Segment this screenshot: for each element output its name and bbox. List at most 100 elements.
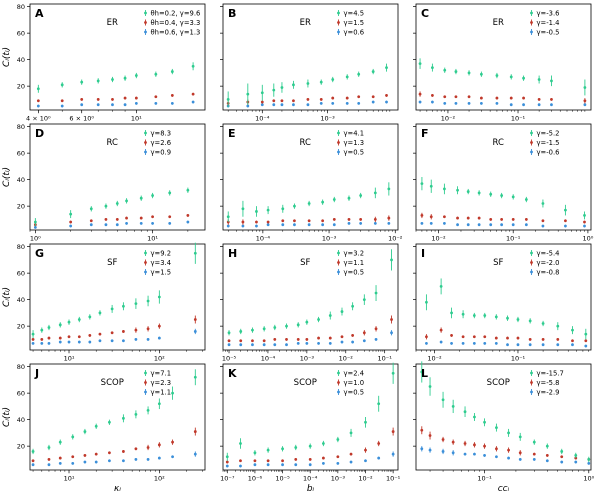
data-point	[583, 220, 586, 224]
y-tick-label: 80	[17, 123, 25, 131]
data-point	[511, 218, 515, 221]
data-point	[374, 327, 378, 331]
data-point	[359, 218, 363, 221]
data-point	[94, 460, 98, 464]
data-point	[556, 338, 560, 341]
data-point	[123, 96, 127, 100]
data-point	[556, 343, 560, 347]
network-label: ER	[493, 18, 504, 28]
data-point	[357, 101, 361, 105]
x-axis-label: ccᵢ	[498, 484, 510, 494]
data-point	[331, 78, 335, 81]
data-point	[134, 412, 138, 416]
data-point	[47, 446, 51, 449]
data-point	[541, 202, 545, 205]
data-point	[331, 101, 335, 105]
data-point	[36, 87, 40, 91]
data-point	[151, 215, 154, 219]
x-tick-label: 10⁰	[30, 235, 41, 243]
data-point	[500, 194, 504, 197]
data-point	[98, 311, 102, 315]
data-point	[574, 454, 578, 457]
data-point	[273, 338, 277, 341]
data-point	[364, 448, 367, 452]
x-tick-label: 10¹	[64, 355, 75, 363]
data-point	[115, 202, 119, 205]
data-point	[193, 375, 197, 379]
data-point	[146, 446, 150, 449]
data-point	[454, 101, 458, 105]
data-point	[483, 454, 486, 457]
data-point	[71, 455, 75, 459]
data-point	[431, 94, 434, 97]
data-point	[377, 402, 381, 406]
data-point	[359, 221, 363, 225]
x-tick-label: 10⁰	[583, 475, 594, 483]
data-point	[104, 223, 108, 227]
data-point	[80, 98, 84, 101]
data-point	[281, 459, 284, 463]
data-point	[456, 216, 459, 220]
data-point	[186, 188, 190, 192]
data-point	[139, 221, 143, 225]
data-point	[443, 101, 447, 105]
data-point	[31, 332, 35, 336]
data-point	[347, 221, 351, 225]
data-point	[495, 426, 498, 429]
data-point	[507, 456, 510, 460]
network-label: SF	[107, 258, 117, 268]
network-label: SCOP	[487, 378, 510, 388]
data-point	[281, 447, 284, 451]
data-point	[584, 339, 588, 343]
data-point	[110, 339, 114, 343]
data-point	[226, 215, 230, 219]
data-point	[246, 104, 250, 108]
data-point	[425, 335, 428, 339]
x-tick-label: 10⁻⁶	[248, 475, 263, 483]
x-tick-label: 10⁻⁴	[261, 355, 276, 363]
data-point	[260, 100, 264, 104]
data-point	[193, 251, 197, 255]
data-point	[308, 458, 312, 461]
x-tick-label: 10⁻⁴	[256, 235, 271, 243]
legend-label: γ=-5.2	[537, 130, 560, 138]
data-point	[83, 460, 87, 464]
data-point	[522, 96, 525, 100]
data-point	[451, 440, 455, 444]
x-tick-label: 10⁻⁵	[275, 475, 290, 483]
data-point	[225, 464, 229, 468]
data-point	[239, 330, 243, 333]
data-point	[583, 224, 586, 228]
data-point	[296, 341, 300, 345]
data-point	[47, 463, 51, 467]
data-point	[47, 326, 51, 329]
data-point	[69, 224, 73, 228]
legend-marker	[530, 131, 533, 135]
data-point	[391, 452, 395, 456]
data-point	[477, 223, 481, 227]
data-point	[357, 72, 361, 76]
data-point	[226, 220, 230, 224]
data-point	[357, 95, 361, 99]
data-point	[47, 336, 51, 340]
panel-I: 10⁻² 10⁻¹ I SF γ=-5.4γ=-2.0 γ=-0.8	[413, 243, 592, 363]
data-point	[483, 314, 487, 317]
data-point	[168, 221, 172, 225]
data-point	[154, 95, 158, 99]
data-point	[306, 98, 310, 101]
legend-label: γ=3.4	[151, 259, 172, 267]
data-point	[293, 204, 296, 208]
data-point	[96, 103, 100, 107]
data-point	[255, 220, 258, 224]
x-tick-label: 10²	[154, 355, 165, 363]
data-point	[77, 335, 81, 339]
data-point	[168, 215, 172, 219]
data-point	[420, 182, 424, 186]
data-point	[522, 76, 525, 80]
data-point	[253, 451, 257, 455]
data-point	[336, 438, 340, 441]
data-point	[564, 224, 567, 228]
legend-marker	[144, 30, 147, 34]
data-point	[373, 221, 377, 225]
data-point	[564, 208, 567, 212]
